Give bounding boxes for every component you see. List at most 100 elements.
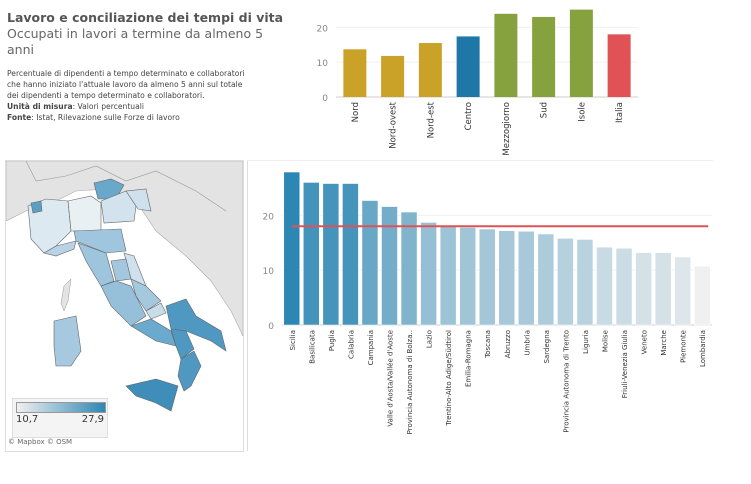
region-valle-d-aosta [30,200,43,214]
y-tick-label: 20 [317,24,329,34]
x-tick-label: Italia [615,102,625,123]
bar-friuli-venezia-giulia[interactable] [615,247,633,326]
x-tick-label: Nord-est [426,101,436,138]
bar-centro[interactable] [456,36,480,97]
x-tick-label: Valle d'Aosta/Vallée d'Aoste [387,330,395,427]
y-tick-label: 0 [268,322,274,332]
x-tick-label: Mezzogiorno [502,102,512,155]
bar-provincia-autonoma-di-trento[interactable] [557,238,574,326]
x-tick-label: Umbria [523,330,531,356]
x-tick-label: Provincia Autonoma di Trento [562,330,570,433]
color-legend: 10,7 27,9 [12,398,108,438]
bar-umbria[interactable] [518,230,535,326]
dashboard-subtitle: Occupati in lavori a termine da almeno 5… [7,26,264,57]
bar-sardegna[interactable] [537,233,555,326]
bar-italia[interactable] [607,34,631,97]
bar-sud[interactable] [532,16,556,97]
regions[interactable] [27,178,227,412]
region-lazio [100,280,147,327]
bar-lazio[interactable] [420,222,437,326]
x-tick-label: Nord [351,102,361,122]
x-tick-label: Sud [540,102,550,118]
bar-nord-ovest[interactable] [381,55,405,97]
x-tick-label: Marche [660,330,668,356]
y-tick-label: 10 [317,59,329,69]
map-credit[interactable]: © Mapbox © OSM [8,438,73,446]
x-tick-label: Lombardia [699,330,707,367]
x-tick-label: Veneto [641,330,649,354]
color-scale-bar [16,402,106,413]
region-toscana [77,242,115,287]
x-tick-label: Sardegna [543,330,551,363]
region-sardegna [53,315,82,367]
region-emilia [73,228,127,254]
x-tick-label: Calabria [347,330,355,359]
bar-puglia[interactable] [322,183,340,326]
x-tick-label: Abruzzo [504,330,512,358]
region-piemonte [27,198,72,254]
region-abruzzo [130,278,162,312]
region-sicilia [125,378,179,412]
bar-veneto[interactable] [635,252,652,326]
x-tick-label: Puglia [328,330,336,351]
x-tick-label: Molise [602,330,610,352]
region-liguria [43,240,77,257]
source-label: Fonte [7,113,32,122]
bar-molise[interactable] [596,246,613,326]
x-tick-label: Campania [367,330,375,365]
x-tick-label: Provincia Autonoma di Bolza.. [406,330,414,434]
x-tick-label: Lazio [426,330,434,348]
bar-trentino-alto-adige-s-dtirol[interactable] [439,226,457,326]
region-basilicata [170,328,195,360]
region-lombardia [67,195,102,232]
x-tick-label: Toscana [484,330,492,359]
x-tick-label: Friuli-Venezia Giulia [621,330,629,398]
x-tick-label: Centro [464,102,474,130]
bar-marche[interactable] [654,252,672,326]
y-tick-label: 20 [263,212,275,222]
x-tick-label: Trentino-Alto Adige/Südtirol [445,330,453,427]
legend-max: 27,9 [81,414,104,425]
unit-label: Unità di misura [7,102,73,111]
bar-campania[interactable] [361,200,379,326]
bar-toscana[interactable] [478,228,496,326]
x-tick-label: Nord-ovest [389,101,399,148]
x-tick-label: Basilicata [308,330,316,364]
x-tick-label: Sicilia [289,330,297,350]
bar-liguria[interactable] [576,239,594,326]
bar-sicilia[interactable] [283,171,301,326]
bar-abruzzo[interactable] [498,230,516,326]
macro-area-bar-chart: 0 10 20 Nord Nord-ovest Nord-est Centro Mezzogi… [317,9,638,155]
description: Percentuale di dipendenti a tempo determ… [7,68,247,123]
bar-valle-d-aosta-vall-e-d-aoste[interactable] [381,206,398,326]
italy-choropleth-map[interactable] [5,160,244,452]
bar-calabria[interactable] [342,183,359,326]
bar-lombardia[interactable] [693,266,711,326]
bar-isole[interactable] [569,9,593,97]
region-chart-panel [247,160,713,451]
description-text: Percentuale di dipendenti a tempo determ… [7,69,245,100]
y-tick-label: 0 [322,94,328,104]
corsica [60,278,72,312]
bar-nord-est[interactable] [418,43,442,97]
y-tick-label: 10 [263,267,275,277]
source-value: : Istat, Rilevazione sulle Forze di lavo… [31,113,180,122]
bar-mezzogiorno[interactable] [494,13,518,97]
bar-piemonte[interactable] [674,256,691,326]
region-calabria [177,350,202,392]
bar-basilicata[interactable] [303,182,320,326]
region-bar-chart: 0 10 20 Sicilia Basilicata Puglia Calabria Camp… [263,171,712,434]
region-trentino [93,178,125,200]
region-friuli [125,188,152,212]
dashboard-title: Lavoro e conciliazione dei tempi di vita [7,10,284,25]
bar-provincia-autonoma-di-bolza-[interactable] [400,211,418,326]
bar-emilia-romagna[interactable] [459,227,476,326]
x-tick-label: Emilia-Romagna [465,330,473,387]
bar-nord[interactable] [343,49,367,97]
x-tick-label: Isole [577,102,587,122]
x-tick-label: Liguria [582,330,590,354]
unit-value: : Valori percentuali [72,102,144,111]
region-molise [145,302,167,320]
region-veneto [100,190,137,224]
x-tick-label: Piemonte [680,330,688,363]
